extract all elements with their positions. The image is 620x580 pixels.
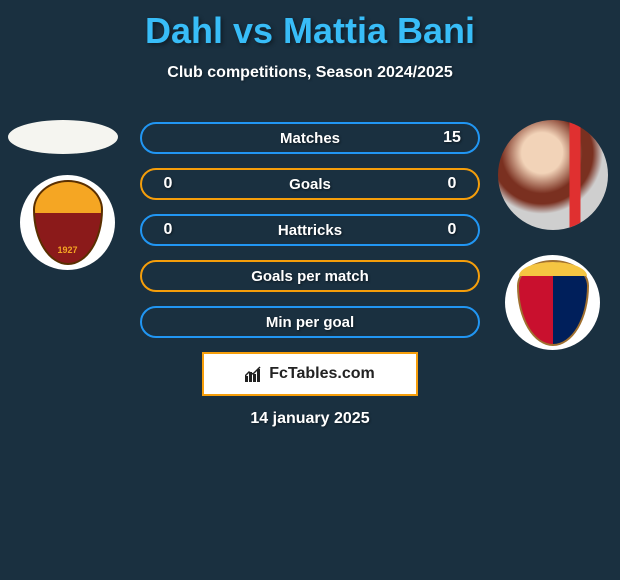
stat-label: Hattricks [180, 222, 440, 239]
stat-row: Matches15 [140, 122, 480, 154]
date-text: 14 january 2025 [0, 410, 620, 428]
stat-rows-container: Matches150Goals00Hattricks0Goals per mat… [140, 122, 480, 352]
stat-value-left: 0 [156, 221, 180, 239]
page-title: Dahl vs Mattia Bani [0, 0, 620, 52]
genoa-crest-icon [517, 260, 589, 346]
stat-row: Min per goal [140, 306, 480, 338]
stat-label: Goals [180, 176, 440, 193]
stat-value-left: 0 [156, 175, 180, 193]
stat-value-right: 0 [440, 221, 464, 239]
brand-box[interactable]: FcTables.com [202, 352, 418, 396]
bar-chart-icon [245, 366, 263, 382]
stat-row: 0Hattricks0 [140, 214, 480, 246]
subtitle: Club competitions, Season 2024/2025 [0, 64, 620, 82]
player-right-avatar [498, 120, 608, 230]
stat-label: Goals per match [180, 268, 440, 285]
brand-text: FcTables.com [269, 365, 375, 383]
club-badge-right [505, 255, 600, 350]
stat-label: Matches [180, 130, 440, 147]
club-badge-left [20, 175, 115, 270]
stat-row: Goals per match [140, 260, 480, 292]
stat-value-right: 0 [440, 175, 464, 193]
stat-value-right: 15 [440, 129, 464, 147]
stat-label: Min per goal [180, 314, 440, 331]
player-left-avatar [8, 120, 118, 154]
roma-crest-icon [33, 180, 103, 265]
stat-row: 0Goals0 [140, 168, 480, 200]
